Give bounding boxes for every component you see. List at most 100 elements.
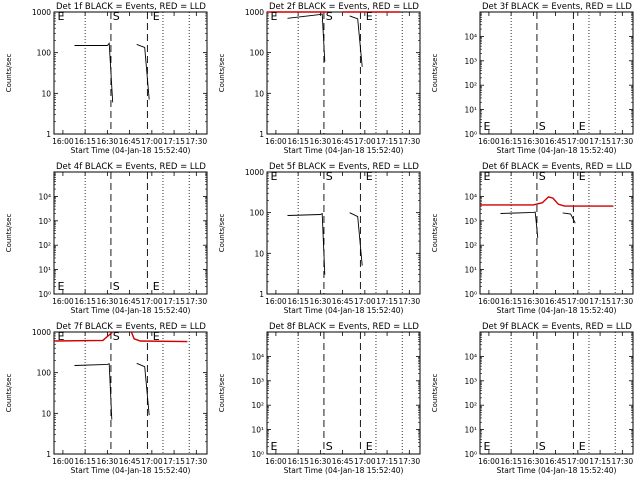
x-tick-label: 17:30 [399,137,421,146]
chart-title: Det 7f BLACK = Events, RED = LLD [56,322,206,332]
x-tick-label: 17:00 [567,457,589,466]
y-tick-label: 10² [38,241,51,250]
marker-e1: E [58,330,65,343]
x-tick-label: 16:45 [332,137,354,146]
x-tick-label: 17:15 [163,297,185,306]
x-tick-label: 16:30 [310,137,332,146]
y-axis-label: Counts/sec [431,374,439,413]
marker-s: S [539,170,546,183]
y-axis-label: Counts/sec [218,374,226,413]
marker-s: S [113,10,120,23]
y-tick-label: 10⁰ [38,290,51,299]
marker-e1: E [58,280,65,293]
x-tick-label: 16:15 [287,137,309,146]
marker-e2: E [366,170,373,183]
y-tick-label: 1 [259,290,264,299]
chart-title: Det 5f BLACK = Events, RED = LLD [269,162,419,172]
marker-e1: E [271,170,278,183]
marker-e2: E [153,10,160,23]
x-axis-label: Start Time (04-Jan-18 15:52:40) [71,466,191,475]
lld-series-line [480,196,614,207]
plot-frame [479,331,634,455]
x-tick-label: 16:45 [545,457,567,466]
y-axis-label: Counts/sec [5,54,13,93]
y-tick-label: 10⁰ [464,290,477,299]
chart-det-7: Det 7f BLACK = Events, RED = LLD 1 10 100 10… [5,322,208,475]
y-tick-label: 10⁴ [464,352,477,361]
marker-e2: E [579,440,586,453]
x-tick-label: 17:15 [589,137,611,146]
marker-s: S [326,170,333,183]
chart-title: Det 6f BLACK = Events, RED = LLD [482,162,632,172]
marker-e1: E [271,10,278,23]
x-tick-label: 17:15 [589,297,611,306]
x-tick-label: 16:00 [478,297,500,306]
events-series-line [287,13,326,62]
x-tick-label: 16:15 [74,297,96,306]
events-series-line [136,43,150,100]
x-axis-label: Start Time (04-Jan-18 15:52:40) [284,306,404,315]
marker-e2: E [579,170,586,183]
y-tick-label: 10³ [38,217,51,226]
x-tick-label: 16:45 [545,137,567,146]
marker-s: S [539,120,546,133]
y-axis-label: Counts/sec [218,214,226,253]
x-tick-label: 17:15 [589,457,611,466]
x-tick-label: 17:00 [567,297,589,306]
y-axis-label: Counts/sec [431,214,439,253]
y-tick-label: 10⁴ [251,352,264,361]
x-tick-label: 16:30 [523,297,545,306]
x-tick-label: 17:00 [141,137,163,146]
x-tick-label: 16:45 [119,457,141,466]
x-tick-label: 16:45 [332,457,354,466]
x-tick-label: 17:15 [376,457,398,466]
x-axis-label: Start Time (04-Jan-18 15:52:40) [497,466,617,475]
x-axis-label: Start Time (04-Jan-18 15:52:40) [284,146,404,155]
events-series-line [287,212,326,275]
lld-series-line [130,331,188,343]
y-tick-label: 1 [259,130,264,139]
marker-e2: E [366,10,373,23]
x-axis-label: Start Time (04-Jan-18 15:52:40) [71,146,191,155]
y-tick-label: 1000 [32,8,51,17]
y-tick-label: 10⁴ [38,192,51,201]
y-tick-label: 10¹ [38,266,51,275]
y-tick-label: 10² [464,81,477,90]
chart-det-8: Det 8f BLACK = Events, RED = LLD 10⁰ 10¹ 10… [218,322,421,475]
plot-frame [479,171,634,295]
y-tick-label: 100 [37,49,52,58]
y-axis-label: Counts/sec [218,54,226,93]
x-tick-label: 16:30 [97,297,119,306]
y-tick-label: 10⁴ [464,32,477,41]
x-tick-label: 17:00 [354,457,376,466]
chart-det-9: Det 9f BLACK = Events, RED = LLD 10⁰ 10¹ 10… [431,322,634,475]
x-tick-label: 17:15 [376,297,398,306]
plot-frame [266,11,421,135]
marker-e1: E [484,170,491,183]
y-tick-label: 10¹ [464,106,477,115]
plot-frame [53,11,208,135]
y-tick-label: 10⁰ [251,450,264,459]
x-tick-label: 17:30 [186,137,208,146]
x-tick-label: 16:45 [545,297,567,306]
x-tick-label: 16:30 [523,457,545,466]
x-tick-label: 16:45 [119,137,141,146]
marker-e1: E [484,440,491,453]
y-tick-label: 10³ [251,377,264,386]
plot-frame [53,171,208,295]
x-tick-label: 16:00 [265,457,287,466]
x-tick-label: 17:00 [141,457,163,466]
x-tick-label: 16:30 [97,457,119,466]
x-tick-label: 16:30 [310,297,332,306]
y-tick-label: 10¹ [464,426,477,435]
marker-e1: E [271,440,278,453]
y-tick-label: 10³ [464,377,477,386]
x-tick-label: 16:15 [74,137,96,146]
events-series-line [74,363,113,420]
y-tick-label: 10² [464,401,477,410]
y-tick-label: 10 [41,409,51,418]
y-tick-label: 10² [464,241,477,250]
plot-frame [266,331,421,455]
chart-title: Det 1f BLACK = Events, RED = LLD [56,2,206,12]
plot-frame [53,331,208,455]
